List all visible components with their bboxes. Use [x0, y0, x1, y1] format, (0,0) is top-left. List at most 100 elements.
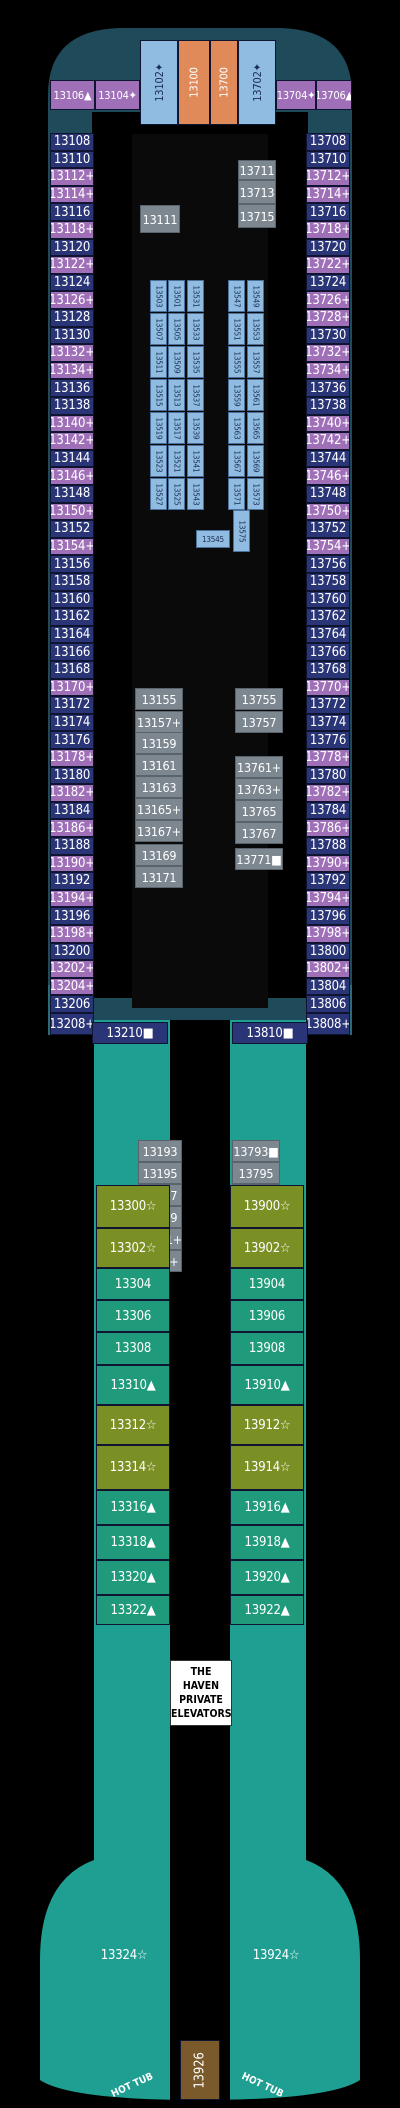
- blue-inner-cabin[interactable]: 13575: [233, 510, 250, 552]
- port-cabin[interactable]: 13160: [50, 590, 94, 609]
- starboard-cabin[interactable]: 13734+: [306, 361, 350, 380]
- starboard-cabin[interactable]: 13728+: [306, 309, 350, 327]
- haven-port-cabin[interactable]: 13318▲: [96, 1525, 170, 1560]
- starboard-cabin[interactable]: 13714+: [306, 185, 350, 204]
- starboard-cabin[interactable]: 13782+: [306, 784, 350, 802]
- haven-starboard-cabin[interactable]: 13912☆: [230, 1405, 304, 1445]
- inner-cabin[interactable]: 13771■: [235, 848, 283, 870]
- port-cabin[interactable]: 13124: [50, 273, 94, 292]
- port-cabin[interactable]: 13186+: [50, 819, 94, 837]
- blue-inner-cabin[interactable]: 13541: [187, 445, 204, 477]
- blue-inner-cabin[interactable]: 13513: [168, 379, 185, 411]
- inner-cabin[interactable]: 13157+: [135, 711, 183, 733]
- starboard-cabin[interactable]: 13770+: [306, 678, 350, 697]
- blue-inner-cabin[interactable]: 13539: [187, 412, 204, 444]
- inner-cabin[interactable]: 13111: [140, 205, 180, 233]
- port-cabin[interactable]: 13130: [50, 326, 94, 345]
- haven-starboard-cabin[interactable]: 13908: [230, 1332, 304, 1365]
- haven-starboard-cabin[interactable]: 13916▲: [230, 1490, 304, 1525]
- blue-inner-cabin[interactable]: 13537: [187, 379, 204, 411]
- starboard-cabin[interactable]: 13800: [306, 942, 350, 961]
- blue-inner-cabin[interactable]: 13559: [228, 379, 245, 411]
- inner-cabin[interactable]: 13713: [238, 180, 276, 204]
- haven-port-pool-cabin[interactable]: 13324☆: [100, 1947, 148, 1963]
- port-cabin[interactable]: 13114+: [50, 185, 94, 204]
- bow-cabin[interactable]: 13700: [210, 40, 238, 125]
- starboard-cabin[interactable]: 13760: [306, 590, 350, 609]
- blue-inner-cabin[interactable]: 13515: [150, 379, 167, 411]
- starboard-cabin[interactable]: 13740+: [306, 414, 350, 433]
- transition-cabin-starboard[interactable]: 13810■: [232, 1022, 308, 1044]
- starboard-cabin[interactable]: 13792: [306, 872, 350, 890]
- inner-cabin[interactable]: 13169: [135, 844, 183, 866]
- starboard-cabin[interactable]: 13784: [306, 801, 350, 820]
- starboard-cabin[interactable]: 13724: [306, 273, 350, 292]
- haven-port-cabin[interactable]: 13304: [96, 1268, 170, 1300]
- bow-cabin[interactable]: 13102✦: [140, 40, 178, 125]
- haven-port-cabin[interactable]: 13320▲: [96, 1560, 170, 1595]
- starboard-cabin[interactable]: 13776: [306, 731, 350, 749]
- starboard-cabin[interactable]: 13768: [306, 661, 350, 679]
- starboard-cabin[interactable]: 13722+: [306, 256, 350, 274]
- inner-cabin[interactable]: 13711: [238, 160, 276, 180]
- blue-inner-cabin[interactable]: 13555: [228, 346, 245, 378]
- bow-cabin[interactable]: 13706▲: [316, 80, 352, 110]
- starboard-cabin[interactable]: 13804: [306, 977, 350, 996]
- blue-inner-cabin[interactable]: 13521: [168, 445, 185, 477]
- port-cabin[interactable]: 13178+: [50, 749, 94, 767]
- inner-cabin[interactable]: 13155: [135, 688, 183, 710]
- starboard-cabin[interactable]: 13750+: [306, 502, 350, 521]
- inner-cabin[interactable]: 13755: [235, 688, 283, 710]
- starboard-cabin[interactable]: 13756: [306, 555, 350, 573]
- blue-inner-cabin[interactable]: 13563: [228, 412, 245, 444]
- starboard-cabin[interactable]: 13786+: [306, 819, 350, 837]
- starboard-cabin[interactable]: 13718+: [306, 221, 350, 239]
- haven-port-cabin[interactable]: 13312☆: [96, 1405, 170, 1445]
- port-cabin[interactable]: 13148: [50, 485, 94, 503]
- inner-cabin[interactable]: 13165+: [135, 798, 183, 820]
- port-cabin[interactable]: 13190+: [50, 854, 94, 873]
- port-cabin[interactable]: 13172: [50, 696, 94, 714]
- starboard-cabin[interactable]: 13738: [306, 397, 350, 415]
- port-cabin[interactable]: 13134+: [50, 361, 94, 380]
- starboard-cabin[interactable]: 13772: [306, 696, 350, 714]
- inner-cabin[interactable]: 13761+: [235, 756, 283, 778]
- port-cabin[interactable]: 13158: [50, 573, 94, 591]
- inner-cabin[interactable]: 13195: [138, 1162, 182, 1184]
- port-cabin[interactable]: 13162: [50, 608, 94, 626]
- transition-cabin-port[interactable]: 13210■: [92, 1022, 168, 1044]
- port-cabin[interactable]: 13110: [50, 150, 94, 169]
- blue-inner-cabin[interactable]: 13557: [247, 346, 264, 378]
- inner-cabin[interactable]: 13757: [235, 711, 283, 733]
- blue-inner-cabin[interactable]: 13517: [168, 412, 185, 444]
- starboard-cabin[interactable]: 13790+: [306, 854, 350, 873]
- port-cabin[interactable]: 13122+: [50, 256, 94, 274]
- starboard-cabin[interactable]: 13766: [306, 643, 350, 661]
- starboard-cabin[interactable]: 13752: [306, 520, 350, 538]
- haven-starboard-cabin[interactable]: 13904: [230, 1268, 304, 1300]
- starboard-cabin[interactable]: 13758: [306, 573, 350, 591]
- haven-starboard-cabin[interactable]: 13920▲: [230, 1560, 304, 1595]
- port-cabin[interactable]: 13168: [50, 661, 94, 679]
- starboard-cabin[interactable]: 13716: [306, 203, 350, 221]
- aft-corner-cabin-starboard[interactable]: 13808+: [306, 1013, 350, 1035]
- port-cabin[interactable]: 13194+: [50, 889, 94, 908]
- starboard-cabin[interactable]: 13788: [306, 837, 350, 855]
- blue-inner-cabin[interactable]: 13561: [247, 379, 264, 411]
- starboard-cabin[interactable]: 13802+: [306, 960, 350, 978]
- blue-inner-cabin[interactable]: 13543: [187, 478, 204, 510]
- blue-inner-cabin[interactable]: 13525: [168, 478, 185, 510]
- blue-inner-cabin[interactable]: 13571: [228, 478, 245, 510]
- inner-cabin[interactable]: 13161: [135, 754, 183, 776]
- port-cabin[interactable]: 13120: [50, 238, 94, 257]
- haven-port-cabin[interactable]: 13306: [96, 1300, 170, 1332]
- bow-cabin[interactable]: 13104✦: [95, 80, 140, 110]
- port-cabin[interactable]: 13140+: [50, 414, 94, 433]
- port-cabin[interactable]: 13152: [50, 520, 94, 538]
- starboard-cabin[interactable]: 13806: [306, 995, 350, 1013]
- starboard-cabin[interactable]: 13780: [306, 766, 350, 785]
- haven-port-cabin[interactable]: 13322▲: [96, 1595, 170, 1625]
- inner-cabin[interactable]: 13163: [135, 776, 183, 798]
- port-cabin[interactable]: 13176: [50, 731, 94, 749]
- inner-cabin[interactable]: 13193: [138, 1140, 182, 1162]
